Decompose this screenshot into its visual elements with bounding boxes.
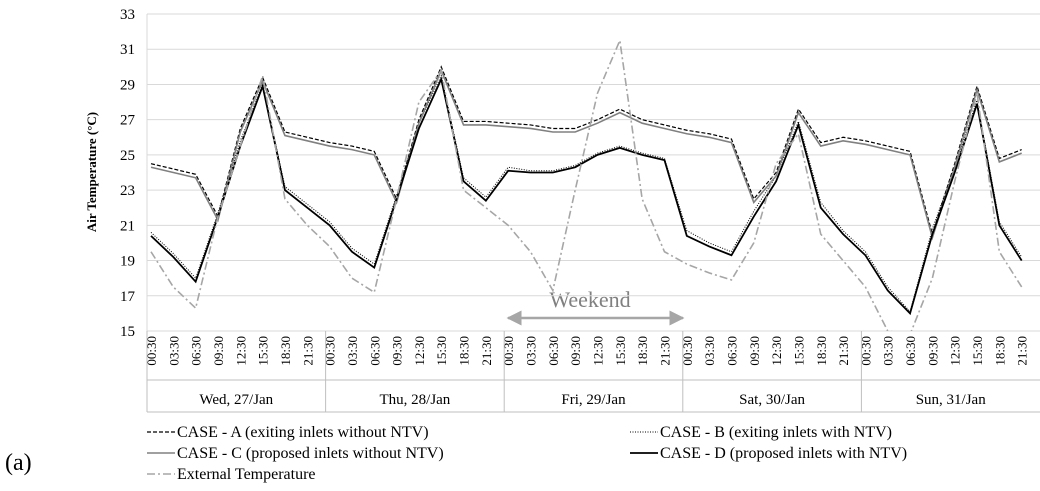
y-tick-label: 27 bbox=[120, 113, 136, 129]
x-tick-label: 21:30 bbox=[1015, 336, 1030, 366]
x-tick-label: 21:30 bbox=[836, 336, 851, 366]
y-tick-label: 21 bbox=[120, 218, 135, 234]
x-tick-label: 00:30 bbox=[680, 336, 695, 366]
x-tick-label: 21:30 bbox=[300, 336, 315, 366]
x-tick-label: 12:30 bbox=[412, 336, 427, 366]
x-tick-label: 15:30 bbox=[434, 336, 449, 366]
x-tick-label: 00:30 bbox=[501, 336, 516, 366]
series-line bbox=[150, 37, 1023, 331]
x-tick-label: 09:30 bbox=[747, 336, 762, 366]
x-group-label: Thu, 28/Jan bbox=[379, 392, 450, 408]
y-tick-label: 33 bbox=[120, 7, 135, 23]
y-tick-label: 25 bbox=[120, 148, 135, 164]
x-tick-label: 21:30 bbox=[657, 336, 672, 366]
x-tick-label: 03:30 bbox=[166, 336, 181, 366]
y-tick-label: 23 bbox=[120, 183, 135, 199]
x-tick-label: 18:30 bbox=[635, 336, 650, 366]
series-line bbox=[150, 76, 1023, 316]
legend-label: CASE - B (exiting inlets with NTV) bbox=[660, 424, 892, 441]
x-tick-label: 18:30 bbox=[814, 336, 829, 366]
x-group-label: Sat, 30/Jan bbox=[739, 392, 805, 408]
x-tick-label: 06:30 bbox=[546, 336, 561, 366]
x-tick-label: 06:30 bbox=[724, 336, 739, 366]
y-tick-label: 15 bbox=[120, 324, 135, 340]
x-tick-label: 12:30 bbox=[948, 336, 963, 366]
x-tick-label: 00:30 bbox=[858, 336, 873, 366]
x-group-label: Fri, 29/Jan bbox=[561, 392, 626, 408]
x-tick-label: 18:30 bbox=[457, 336, 472, 366]
y-tick-label: 29 bbox=[120, 77, 135, 93]
x-tick-label: 03:30 bbox=[881, 336, 896, 366]
x-tick-label: 00:30 bbox=[144, 336, 159, 366]
x-tick-label: 12:30 bbox=[769, 336, 784, 366]
y-tick-label: 17 bbox=[120, 289, 136, 305]
x-tick-label: 15:30 bbox=[256, 336, 271, 366]
x-tick-label: 18:30 bbox=[992, 336, 1007, 366]
x-tick-label: 03:30 bbox=[524, 336, 539, 366]
y-axis-title: Air Temperature (°C) bbox=[84, 112, 99, 232]
x-tick-label: 12:30 bbox=[233, 336, 248, 366]
x-tick-label: 09:30 bbox=[568, 336, 583, 366]
x-tick-label: 09:30 bbox=[390, 336, 405, 366]
panel-label: (a) bbox=[5, 450, 32, 476]
annotation: Weekend bbox=[549, 287, 630, 312]
series-line bbox=[150, 74, 1023, 313]
x-tick-label: 18:30 bbox=[278, 336, 293, 366]
x-tick-label: 15:30 bbox=[613, 336, 628, 366]
x-tick-label: 06:30 bbox=[367, 336, 382, 366]
x-tick-label: 12:30 bbox=[591, 336, 606, 366]
legend-label: CASE - A (exiting inlets without NTV) bbox=[177, 424, 429, 441]
x-tick-label: 21:30 bbox=[479, 336, 494, 366]
x-tick-label: 06:30 bbox=[189, 336, 204, 366]
x-tick-label: 15:30 bbox=[791, 336, 806, 366]
legend-label: External Temperature bbox=[177, 466, 316, 483]
plot-area bbox=[150, 37, 1023, 331]
x-tick-label: 00:30 bbox=[323, 336, 338, 366]
legend-label: CASE - C (proposed inlets without NTV) bbox=[177, 445, 444, 462]
x-group-label: Sun, 31/Jan bbox=[916, 392, 987, 408]
x-tick-label: 03:30 bbox=[702, 336, 717, 366]
x-group-label: Wed, 27/Jan bbox=[199, 392, 273, 408]
x-tick-label: 06:30 bbox=[903, 336, 918, 366]
x-tick-label: 09:30 bbox=[211, 336, 226, 366]
x-tick-label: 03:30 bbox=[345, 336, 360, 366]
legend-label: CASE - D (proposed inlets with NTV) bbox=[660, 445, 907, 462]
x-tick-label: 09:30 bbox=[925, 336, 940, 366]
x-tick-label: 15:30 bbox=[970, 336, 985, 366]
series-line bbox=[150, 68, 1022, 241]
series-line bbox=[150, 65, 1022, 237]
y-tick-label: 31 bbox=[120, 42, 135, 58]
y-tick-label: 19 bbox=[120, 254, 135, 270]
